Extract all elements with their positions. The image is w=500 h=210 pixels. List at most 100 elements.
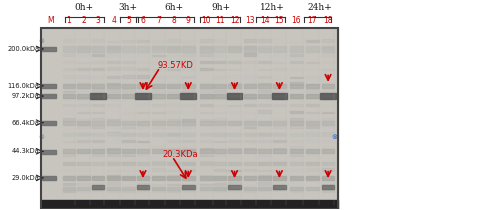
Bar bbox=[258, 90, 271, 92]
Bar bbox=[322, 94, 334, 98]
Bar bbox=[200, 84, 212, 88]
Text: 3: 3 bbox=[96, 16, 100, 25]
Bar bbox=[214, 154, 226, 156]
Bar bbox=[168, 133, 180, 135]
Bar bbox=[214, 55, 226, 56]
Bar bbox=[306, 76, 319, 78]
Bar bbox=[62, 84, 75, 85]
Bar bbox=[273, 118, 285, 121]
Bar bbox=[182, 76, 194, 78]
Text: 24h+: 24h+ bbox=[308, 3, 332, 12]
Bar bbox=[244, 140, 256, 142]
Bar bbox=[168, 150, 180, 153]
Bar bbox=[62, 154, 75, 156]
Bar bbox=[168, 91, 180, 92]
Bar bbox=[290, 176, 303, 180]
Bar bbox=[92, 176, 104, 178]
Bar bbox=[77, 46, 90, 51]
Bar bbox=[168, 94, 180, 98]
Bar bbox=[152, 150, 165, 153]
Bar bbox=[306, 98, 319, 99]
Bar bbox=[214, 112, 226, 113]
Bar bbox=[273, 47, 285, 49]
Bar bbox=[152, 133, 165, 135]
Bar bbox=[92, 54, 104, 56]
Bar bbox=[62, 133, 75, 135]
Bar bbox=[62, 133, 75, 136]
Bar bbox=[108, 132, 120, 135]
Bar bbox=[322, 47, 334, 49]
Bar bbox=[182, 132, 194, 135]
Bar bbox=[273, 126, 285, 128]
Bar bbox=[228, 155, 241, 156]
Text: 14: 14 bbox=[260, 16, 270, 25]
Bar bbox=[42, 94, 56, 98]
Bar bbox=[306, 47, 319, 49]
Text: 93.57KD: 93.57KD bbox=[158, 61, 194, 70]
Bar bbox=[62, 118, 75, 121]
Bar bbox=[322, 89, 334, 92]
Bar bbox=[182, 111, 194, 113]
Bar bbox=[62, 94, 75, 98]
Bar bbox=[62, 169, 75, 171]
Bar bbox=[122, 187, 134, 190]
Bar bbox=[108, 94, 120, 98]
Bar bbox=[200, 155, 212, 156]
Bar bbox=[258, 170, 271, 171]
Bar bbox=[92, 47, 104, 49]
Bar bbox=[272, 93, 287, 99]
Bar bbox=[306, 121, 319, 125]
Bar bbox=[122, 84, 134, 85]
Bar bbox=[214, 147, 226, 149]
Bar bbox=[273, 84, 285, 85]
Bar bbox=[136, 89, 149, 92]
Bar bbox=[273, 148, 285, 149]
Bar bbox=[168, 190, 180, 192]
Bar bbox=[152, 162, 165, 165]
Bar bbox=[122, 189, 134, 192]
Bar bbox=[168, 46, 180, 51]
Bar bbox=[273, 90, 285, 92]
Bar bbox=[182, 126, 194, 128]
Bar bbox=[92, 150, 104, 153]
Bar bbox=[108, 46, 120, 49]
Bar bbox=[62, 162, 75, 165]
Bar bbox=[273, 133, 285, 135]
Bar bbox=[258, 39, 271, 42]
Bar bbox=[108, 46, 120, 51]
Bar bbox=[77, 176, 90, 180]
Bar bbox=[244, 190, 256, 192]
Bar bbox=[306, 118, 319, 121]
Bar bbox=[108, 148, 120, 149]
Bar bbox=[306, 132, 319, 135]
Bar bbox=[152, 176, 165, 178]
Bar bbox=[136, 169, 149, 171]
Bar bbox=[92, 133, 104, 136]
Bar bbox=[273, 169, 285, 171]
Bar bbox=[244, 187, 256, 190]
Bar bbox=[152, 62, 165, 63]
Bar bbox=[152, 40, 165, 42]
Bar bbox=[244, 68, 256, 70]
Bar bbox=[228, 150, 241, 153]
Bar bbox=[92, 190, 104, 192]
Bar bbox=[90, 93, 106, 99]
Bar bbox=[273, 84, 285, 88]
Bar bbox=[77, 89, 90, 92]
Bar bbox=[306, 150, 319, 153]
Bar bbox=[108, 133, 120, 136]
Bar bbox=[92, 98, 104, 99]
Bar bbox=[273, 121, 285, 125]
Bar bbox=[258, 76, 271, 78]
Bar bbox=[92, 94, 104, 98]
Text: 7: 7 bbox=[156, 16, 161, 25]
Bar bbox=[182, 190, 194, 192]
Text: 0h+: 0h+ bbox=[74, 3, 93, 12]
Bar bbox=[136, 41, 149, 42]
Bar bbox=[152, 84, 165, 88]
Bar bbox=[306, 168, 319, 171]
Bar bbox=[306, 68, 319, 70]
Bar bbox=[290, 118, 303, 121]
Bar bbox=[168, 162, 180, 165]
Bar bbox=[306, 187, 319, 190]
